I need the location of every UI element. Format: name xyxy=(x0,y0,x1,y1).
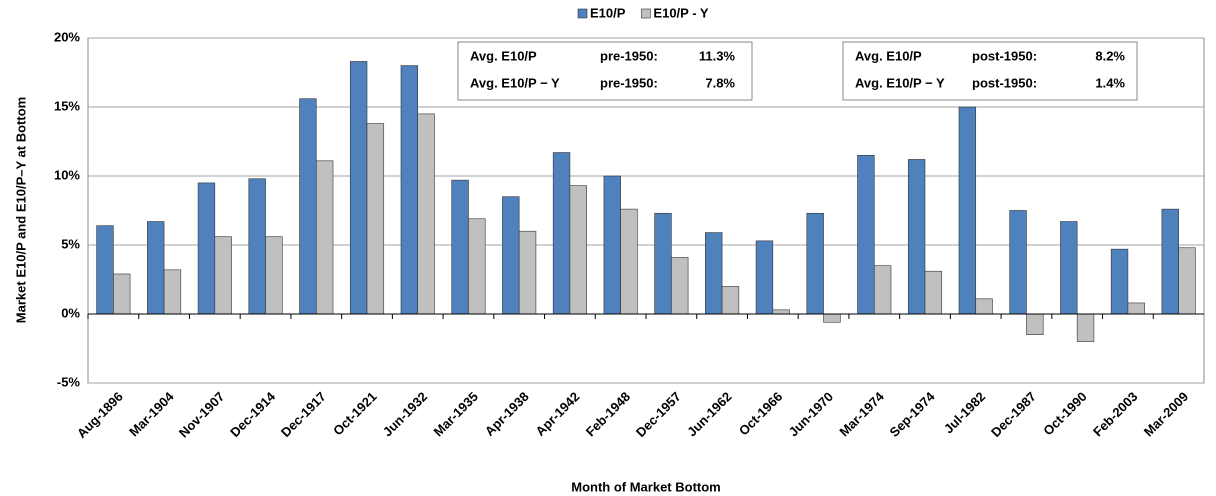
bar xyxy=(823,313,841,323)
bar xyxy=(214,236,232,315)
y-tick-label: 15% xyxy=(54,98,80,113)
x-tick-label: Mar-2009 xyxy=(1141,389,1191,439)
x-tick-label: Oct-1966 xyxy=(736,389,785,438)
bar xyxy=(705,232,723,315)
x-tick-label: Apr-1942 xyxy=(533,389,583,439)
x-tick-label: Feb-2003 xyxy=(1090,389,1140,439)
y-tick-label: -5% xyxy=(57,374,81,389)
annotation-text: Avg. E10/P xyxy=(470,48,537,63)
bar xyxy=(924,270,943,315)
bar xyxy=(299,98,317,315)
bar xyxy=(502,196,520,315)
annotation-text: 11.3% xyxy=(699,48,736,63)
bar xyxy=(603,175,621,315)
bar xyxy=(518,230,537,315)
x-tick-label: Nov-1907 xyxy=(176,389,227,440)
bar xyxy=(400,65,419,315)
bar xyxy=(248,178,266,315)
bar xyxy=(1026,313,1044,336)
bar xyxy=(163,269,182,315)
x-tick-label: Jun-1962 xyxy=(684,389,734,439)
x-axis-title: Month of Market Bottom xyxy=(571,479,720,494)
bar xyxy=(620,208,638,315)
x-tick-label: Apr-1938 xyxy=(482,389,532,439)
bar xyxy=(451,179,469,315)
y-tick-label: 0% xyxy=(61,305,80,320)
bar xyxy=(1076,313,1095,342)
bar xyxy=(315,160,334,315)
x-tick-label: Dec-1957 xyxy=(633,389,684,440)
x-tick-label: Sep-1974 xyxy=(887,388,939,440)
bar xyxy=(907,159,926,315)
bar xyxy=(806,212,824,315)
legend-label: E10/P xyxy=(590,5,626,20)
bar xyxy=(569,185,587,315)
x-tick-label: Feb-1948 xyxy=(583,389,633,439)
bar xyxy=(1161,208,1179,315)
legend-label: E10/P - Y xyxy=(653,5,708,20)
bar xyxy=(113,273,131,315)
y-tick-label: 20% xyxy=(54,29,80,44)
bar xyxy=(1009,210,1027,315)
bar xyxy=(958,106,977,315)
bar xyxy=(654,212,672,315)
legend-swatch xyxy=(641,8,651,19)
bar xyxy=(96,225,114,315)
annotation-box xyxy=(842,41,1138,101)
bar xyxy=(197,182,216,315)
x-tick-label: Dec-1917 xyxy=(278,389,329,440)
bar xyxy=(857,155,875,315)
bar xyxy=(873,265,892,315)
annotation-text: Avg. E10/P xyxy=(855,48,922,63)
x-tick-label: Jul-1982 xyxy=(941,389,988,436)
annotation-text: pre-1950: xyxy=(600,75,658,90)
annotation-text: post-1950: xyxy=(972,75,1037,90)
bar xyxy=(366,123,385,315)
y-tick-label: 10% xyxy=(54,167,80,182)
bar xyxy=(1110,248,1129,315)
x-tick-label: Dec-1987 xyxy=(988,389,1039,440)
bar xyxy=(721,286,740,315)
bar xyxy=(552,152,571,315)
x-tick-label: Aug-1896 xyxy=(74,389,126,441)
bar xyxy=(671,257,689,315)
annotation-text: pre-1950: xyxy=(600,48,658,63)
x-tick-label: Mar-1935 xyxy=(431,389,481,439)
annotation-text: 8.2% xyxy=(1095,48,1125,63)
annotation-text: post-1950: xyxy=(972,48,1037,63)
bar xyxy=(772,309,790,315)
x-tick-label: Mar-1904 xyxy=(126,388,177,439)
bar xyxy=(349,61,368,315)
bar xyxy=(147,221,165,315)
x-tick-label: Jun-1970 xyxy=(786,389,836,439)
y-axis-title: Market E10/P and E10/P–Y at Bottom xyxy=(13,97,28,323)
x-tick-label: Dec-1914 xyxy=(227,388,279,440)
bar xyxy=(975,298,993,315)
x-tick-label: Jun-1932 xyxy=(380,389,430,439)
annotation-text: Avg. E10/P − Y xyxy=(855,75,945,90)
x-tick-label: Oct-1990 xyxy=(1040,389,1089,438)
bar xyxy=(468,218,486,315)
bar xyxy=(1127,302,1145,315)
annotation-text: 7.8% xyxy=(705,75,735,90)
bar xyxy=(417,113,435,315)
x-tick-label: Oct-1921 xyxy=(330,389,379,438)
bar xyxy=(265,236,283,315)
annotation-text: Avg. E10/P − Y xyxy=(470,75,560,90)
annotation-text: 1.4% xyxy=(1095,75,1125,90)
y-tick-label: 5% xyxy=(61,236,80,251)
legend-swatch xyxy=(577,8,588,19)
bar xyxy=(1060,221,1078,315)
bar xyxy=(755,240,774,315)
x-tick-label: Mar-1974 xyxy=(836,388,887,439)
annotation-box xyxy=(457,41,753,101)
bar xyxy=(1178,247,1196,315)
